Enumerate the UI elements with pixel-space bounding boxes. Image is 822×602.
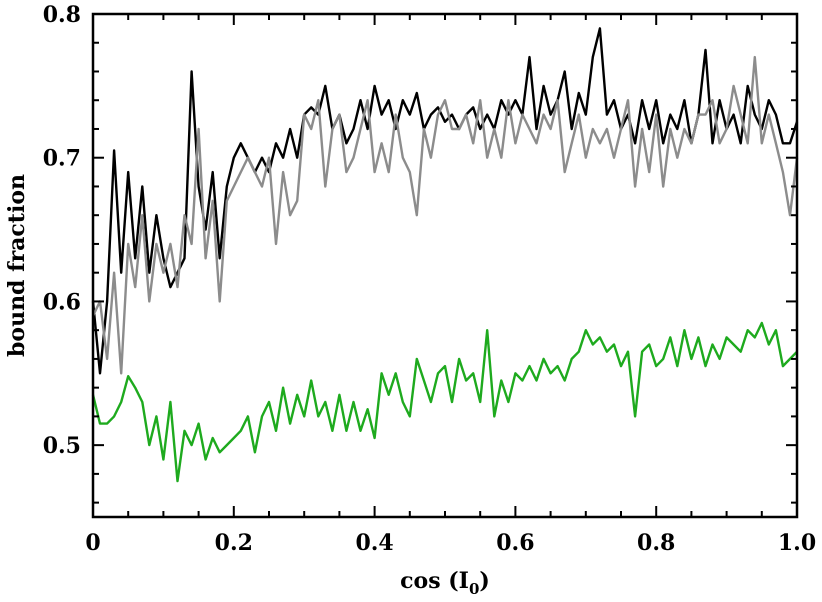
series-layer xyxy=(91,27,799,483)
y-tick-label: 0.8 xyxy=(43,2,81,28)
series-line-2 xyxy=(91,55,799,375)
series-line-3 xyxy=(91,321,798,483)
x-tick-label: 0.4 xyxy=(355,530,393,556)
x-tick-label: 0 xyxy=(85,530,100,556)
x-axis-title: cos (I0) xyxy=(400,568,490,598)
tick-label-layer: 0 0.2 0.4 0.6 0.8 1.0 0.5 0.6 0.7 0.8 xyxy=(43,2,816,556)
x-tick-label: 0.8 xyxy=(637,530,675,556)
y-axis-title: bound fraction xyxy=(4,174,30,357)
plot-frame xyxy=(91,12,799,519)
x-tick-label: 0.2 xyxy=(215,530,253,556)
x-axis-title-subscript: 0 xyxy=(469,580,479,598)
x-tick-label: 1.0 xyxy=(778,530,816,556)
y-tick-label: 0.7 xyxy=(43,146,81,172)
x-axis-title-suffix: ) xyxy=(479,568,489,594)
tick-layer xyxy=(92,13,798,517)
y-tick-label: 0.5 xyxy=(43,433,81,459)
series-line-1 xyxy=(91,27,799,375)
x-tick-label: 0.6 xyxy=(496,530,534,556)
y-tick-label: 0.6 xyxy=(43,289,81,315)
x-axis-title-main: cos (I xyxy=(400,568,469,594)
